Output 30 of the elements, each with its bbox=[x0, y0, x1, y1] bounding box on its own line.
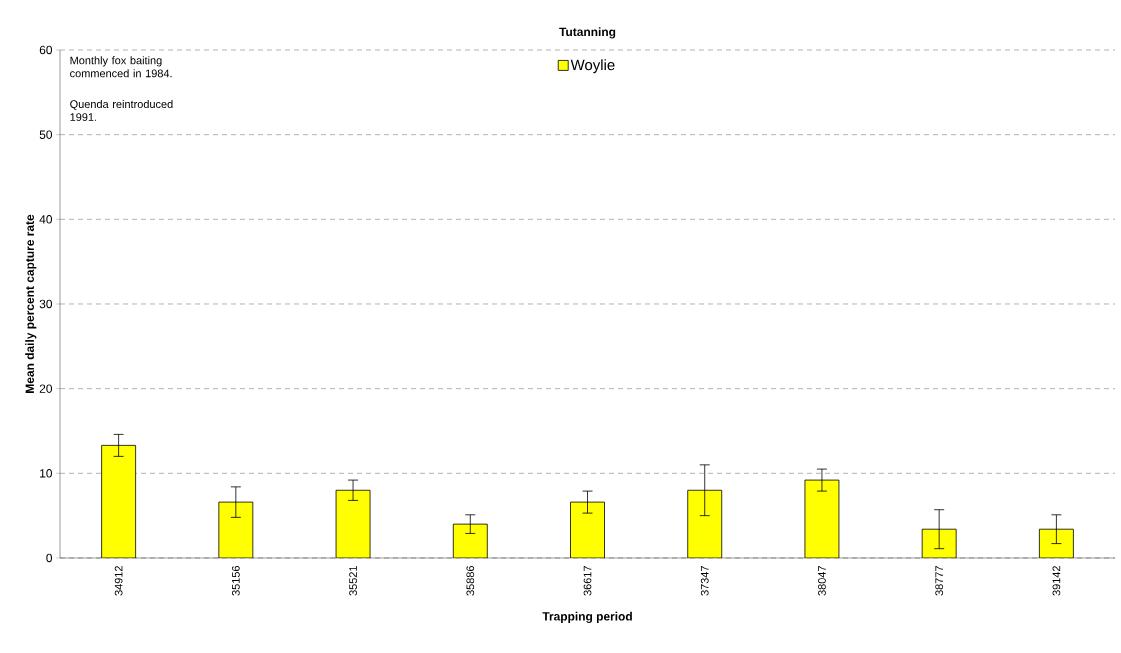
bar bbox=[101, 444, 137, 558]
x-tick-label: 35156 bbox=[231, 566, 240, 596]
bar bbox=[804, 479, 840, 558]
bar bbox=[452, 523, 488, 558]
x-tick-label: 36617 bbox=[583, 566, 592, 596]
y-tick-label: 40 bbox=[39, 215, 53, 224]
annotation: Quenda reintroduced 1991. bbox=[70, 99, 173, 121]
x-axis-title: Trapping period bbox=[542, 611, 632, 624]
x-tick-label: 35521 bbox=[349, 566, 357, 596]
x-tick-label: 38777 bbox=[935, 566, 944, 596]
y-tick-label: 10 bbox=[40, 469, 53, 478]
x-tick-label: 37347 bbox=[700, 566, 709, 596]
legend-label: Woylie bbox=[570, 59, 615, 74]
bar bbox=[218, 501, 254, 558]
y-tick-label: 60 bbox=[39, 45, 53, 55]
y-tick-label: 50 bbox=[39, 130, 53, 139]
x-tick-label: 39142 bbox=[1052, 566, 1061, 596]
bar bbox=[570, 501, 605, 558]
bar bbox=[335, 489, 371, 558]
x-tick-label: 35886 bbox=[466, 566, 475, 596]
x-tick-label: 34912 bbox=[114, 566, 123, 596]
y-tick-label: 20 bbox=[39, 384, 53, 393]
y-tick-label: 0 bbox=[46, 553, 53, 563]
chart-title: Tutanning bbox=[559, 27, 616, 39]
annotation: Monthly fox baiting commenced in 1984. bbox=[70, 56, 172, 78]
y-tick-label: 30 bbox=[39, 299, 53, 309]
bar bbox=[687, 489, 723, 558]
x-tick-label: 38047 bbox=[818, 566, 826, 596]
y-axis-title: Mean daily percent capture rate bbox=[25, 214, 37, 393]
bar bbox=[1038, 528, 1074, 558]
